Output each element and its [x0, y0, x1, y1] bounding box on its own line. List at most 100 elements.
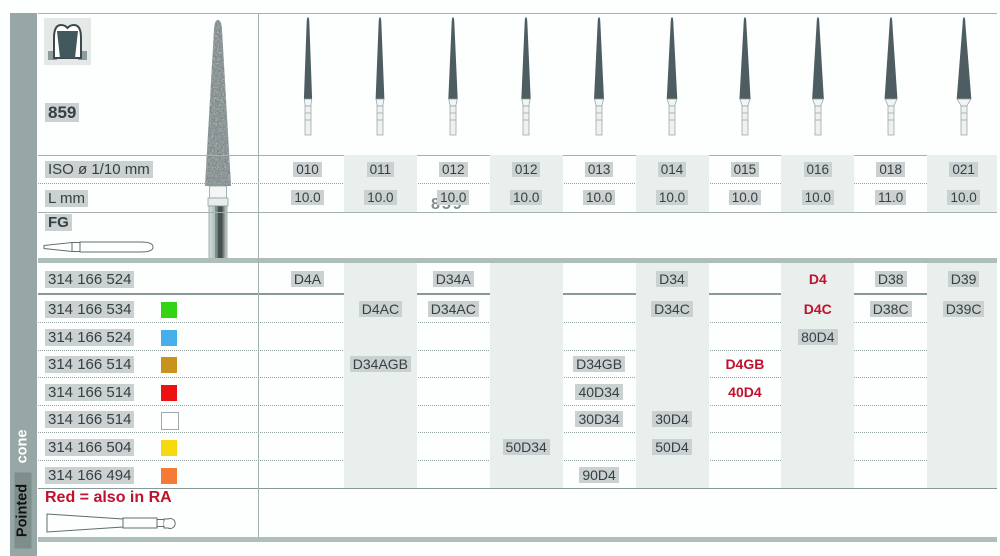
order-number: 314 166 504	[45, 439, 135, 456]
bur-thumbnail	[516, 14, 536, 136]
order-number: 314 166 524	[45, 271, 135, 288]
iso-value: 012	[417, 162, 489, 177]
part-number-text: D4A	[290, 271, 325, 287]
length-value: 10.0	[782, 190, 854, 205]
color-chip	[161, 412, 179, 430]
color-chip	[161, 385, 177, 401]
rule-row8-bottom	[38, 488, 997, 489]
part-number-text: D34AGB	[349, 356, 412, 372]
order-number-text: 314 166 534	[45, 301, 135, 318]
part-number-text: D34GB	[573, 356, 626, 372]
part-number-text: 50D34	[502, 439, 550, 455]
color-chip	[161, 468, 177, 484]
iso-value-text: 015	[730, 162, 760, 177]
color-chip	[161, 357, 177, 373]
part-number-text: 40D34	[575, 384, 623, 400]
bur-thumbnail	[954, 14, 974, 136]
length-value: 10.0	[490, 190, 562, 205]
length-value: 10.0	[928, 190, 1000, 205]
part-number-text: D4	[808, 271, 827, 287]
bur-thumbnail	[443, 14, 463, 136]
part-number-text: 50D4	[652, 439, 692, 455]
length-value: 11.0	[855, 190, 927, 205]
part-number: D39	[924, 271, 1000, 287]
figure-code: 859	[45, 103, 80, 123]
bur-thumbnail	[298, 14, 318, 136]
bur-thumbnail	[735, 14, 755, 136]
shank-type-label: FG	[45, 214, 72, 231]
part-number: D4C	[778, 301, 858, 317]
part-number-text: D34A	[432, 271, 474, 287]
length-value: 10.0	[636, 190, 708, 205]
part-number: 40D4	[705, 384, 785, 400]
length-value-text: 10.0	[510, 190, 543, 205]
length-value: 10.0	[563, 190, 635, 205]
order-number: 314 166 524	[45, 329, 135, 346]
order-number-text: 314 166 514	[45, 384, 135, 401]
order-number-text: 314 166 514	[45, 411, 135, 428]
iso-value: 018	[855, 162, 927, 177]
iso-value-text: 021	[949, 162, 978, 177]
rule-l-bottom	[38, 212, 997, 213]
length-value: 10.0	[417, 190, 489, 205]
category-word-cone: cone	[14, 429, 31, 464]
part-number-text: D34AC	[427, 301, 479, 317]
part-number: 50D34	[486, 439, 566, 455]
iso-value: 012	[490, 162, 562, 177]
iso-value: 011	[344, 162, 416, 177]
iso-value-text: 013	[584, 162, 614, 177]
bur-thumbnail	[881, 14, 901, 136]
length-value-text: 10.0	[291, 190, 324, 205]
part-number-text: 40D4	[728, 384, 762, 400]
color-chip	[161, 440, 177, 456]
length-value-text: 10.0	[582, 190, 616, 205]
iso-value-text: 012	[439, 162, 468, 177]
part-number: D34GB	[559, 356, 639, 372]
order-number: 314 166 514	[45, 411, 135, 428]
category-word-pointed: Pointed	[14, 472, 32, 549]
category-sidebar	[10, 13, 37, 556]
length-row-label: L mm	[45, 190, 88, 207]
order-number: 314 166 534	[45, 301, 135, 318]
length-value-text: 10.0	[437, 190, 470, 205]
part-number: D38	[851, 271, 931, 287]
order-number: 314 166 494	[45, 467, 135, 484]
order-number-text: 314 166 514	[45, 356, 135, 373]
order-number: 314 166 514	[45, 384, 135, 401]
part-number: D4GB	[705, 356, 785, 372]
part-number: 50D4	[632, 439, 712, 455]
part-number: 40D34	[559, 384, 639, 400]
order-number: 314 166 514	[45, 356, 135, 373]
rule-label-column	[258, 13, 259, 537]
ra-shank-icon	[46, 513, 176, 533]
column-stripe	[781, 263, 855, 488]
rule-top	[38, 13, 997, 14]
rule-bottom	[38, 537, 997, 542]
length-value-text: 10.0	[364, 190, 397, 205]
column-stripe	[343, 263, 417, 488]
length-value-text: 10.0	[655, 190, 689, 205]
part-number-text: D39C	[942, 301, 985, 317]
iso-value: 016	[782, 162, 854, 177]
rule-fg-bottom	[38, 258, 997, 263]
part-number-text: D4GB	[725, 356, 765, 372]
bur-thumbnail	[370, 14, 390, 136]
iso-value: 013	[563, 162, 635, 177]
part-number-text: D38	[874, 271, 907, 287]
color-chip	[161, 302, 177, 318]
length-value: 10.0	[709, 190, 781, 205]
part-number-text: 30D4	[652, 411, 692, 427]
iso-value-text: 010	[293, 162, 322, 177]
part-number-text: D4C	[803, 301, 832, 317]
color-chip	[161, 330, 177, 346]
part-number: 90D4	[559, 467, 639, 483]
part-number-text: D38C	[869, 301, 912, 317]
part-number: D4AC	[340, 301, 420, 317]
part-number-text: D34	[656, 271, 688, 287]
order-number-text: 314 166 494	[45, 467, 135, 484]
part-number-text: D39	[947, 271, 980, 287]
iso-value-text: 018	[876, 162, 905, 177]
order-number-text: 314 166 524	[45, 271, 135, 288]
tooth-icon	[44, 18, 91, 65]
